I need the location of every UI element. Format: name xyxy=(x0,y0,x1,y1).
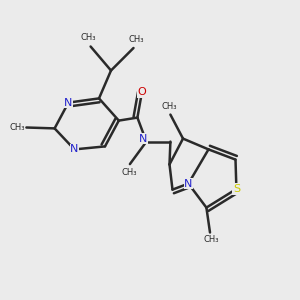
Text: N: N xyxy=(70,144,79,154)
Text: CH₃: CH₃ xyxy=(204,236,219,244)
Text: N: N xyxy=(139,134,147,144)
Text: CH₃: CH₃ xyxy=(122,168,137,177)
Text: N: N xyxy=(64,98,73,108)
Text: N: N xyxy=(184,178,193,189)
Text: CH₃: CH₃ xyxy=(161,102,177,111)
Text: S: S xyxy=(233,184,240,194)
Text: CH₃: CH₃ xyxy=(129,34,144,43)
Text: CH₃: CH₃ xyxy=(9,123,25,132)
Text: O: O xyxy=(137,87,146,98)
Text: CH₃: CH₃ xyxy=(80,33,96,42)
